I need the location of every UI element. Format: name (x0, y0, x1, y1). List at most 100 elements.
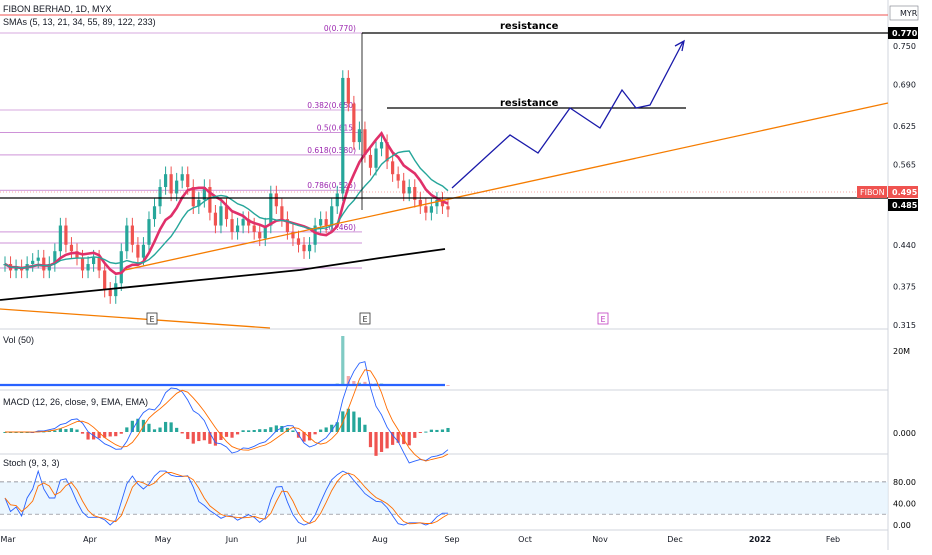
candle-body (391, 161, 395, 175)
macd-histogram-bar (313, 432, 317, 435)
stoch-legend: Stoch (9, 3, 3) (3, 458, 60, 468)
macd-histogram-bar (20, 432, 24, 433)
volume-legend: Vol (50) (3, 335, 35, 345)
candle-body (80, 257, 85, 271)
macd-histogram-bar (103, 432, 107, 438)
fib-label: 0.618(0.580) (307, 146, 356, 155)
macd-histogram-bar (14, 432, 18, 433)
candle-body (31, 260, 35, 265)
candle-body (186, 174, 190, 188)
candle-body (53, 251, 57, 265)
macd-histogram-bar (319, 429, 323, 432)
candle-body (191, 187, 195, 207)
fib-label: 0.382(0.650) (307, 101, 356, 110)
volume-bar (341, 336, 345, 386)
stoch-axis-tick: 40.00 (893, 499, 916, 508)
macd-histogram-bar (230, 432, 234, 438)
candle-body (42, 257, 46, 271)
macd-histogram-bar (241, 430, 245, 432)
uptrend-line (124, 102, 889, 271)
candle-body (346, 77, 350, 104)
macd-histogram-bar (396, 432, 400, 443)
fib-label: 0.786(0.525) (307, 181, 356, 190)
macd-histogram-bar (258, 429, 262, 432)
candle-body (413, 187, 417, 200)
time-axis-tick: Mar (0, 535, 16, 544)
time-axis-tick: Oct (518, 535, 532, 544)
candle-body (313, 225, 317, 245)
candle-body (258, 231, 262, 239)
price-axis-tick: 0.440 (893, 241, 916, 250)
macd-histogram-bar (80, 432, 85, 434)
macd-histogram-bar (235, 432, 240, 435)
candle-body (335, 193, 339, 207)
candle-body (92, 257, 96, 265)
volume-bar (346, 376, 350, 386)
candle-body (97, 257, 101, 271)
candle-body (103, 270, 107, 290)
macd-histogram-bar (352, 411, 356, 432)
resistance-label-mid: resistance (500, 98, 559, 109)
price-axis-tick: 0.625 (893, 122, 916, 131)
candle-body (14, 267, 18, 271)
candle-body (274, 193, 278, 207)
candle-body (36, 257, 40, 261)
time-axis-tick: Jun (225, 535, 239, 544)
candle-body (285, 219, 290, 232)
projection-path (451, 41, 684, 189)
time-axis-tick: Jul (296, 535, 307, 544)
earnings-label: E (149, 315, 154, 324)
macd-histogram-bar (108, 432, 112, 437)
macd-histogram-bar (407, 432, 411, 446)
macd-histogram-bar (368, 432, 373, 448)
candle-body (86, 264, 90, 271)
candle-body (296, 238, 301, 245)
macd-histogram-bar (169, 422, 173, 432)
macd-line (5, 361, 449, 464)
candle-body (307, 244, 312, 252)
macd-histogram-bar (202, 432, 206, 441)
chart-title: FIBON BERHAD, 1D, MYX (3, 4, 112, 14)
macd-histogram-bar (374, 432, 378, 456)
currency-label: MYR (900, 9, 918, 18)
macd-histogram-bar (402, 432, 406, 445)
macd-histogram-bar (75, 429, 79, 432)
macd-histogram-bar (8, 432, 13, 433)
macd-histogram-bar (224, 432, 229, 437)
earnings-label: E (362, 315, 367, 324)
candle-body (136, 244, 140, 258)
macd-histogram-bar (330, 424, 334, 432)
sma-fast-line (4, 131, 449, 276)
time-axis-tick: Aug (372, 535, 388, 544)
time-axis-tick: May (155, 535, 172, 544)
candle-body (69, 244, 74, 252)
candle-body (114, 283, 118, 297)
candle-body (247, 219, 251, 226)
top-price-badge-bg (888, 27, 918, 39)
candle-body (47, 264, 51, 271)
time-axis-tick: Feb (826, 535, 840, 544)
macd-histogram-bar (25, 432, 29, 433)
volume-bar (352, 381, 356, 386)
macd-legend: MACD (12, 26, close, 9, EMA, EMA) (3, 397, 149, 407)
earnings-marker (359, 312, 371, 325)
volume-bar (446, 385, 450, 386)
candle-body (330, 206, 334, 226)
macd-histogram-bar (424, 431, 428, 433)
macd-histogram-bar (163, 421, 168, 432)
candle-body (302, 244, 306, 252)
candle-body (352, 103, 356, 143)
macd-histogram-bar (280, 425, 284, 432)
candle-body (429, 206, 433, 213)
macd-histogram-bar (263, 429, 267, 432)
candle-body (152, 206, 157, 220)
candle-body (396, 174, 400, 181)
price-axis-tick: 0.565 (893, 161, 916, 170)
candle-body (224, 206, 229, 220)
stoch-axis-tick: 80.00 (893, 478, 916, 487)
time-axis-tick: Sep (444, 535, 459, 544)
candle-body (158, 187, 162, 207)
macd-histogram-bar (302, 432, 306, 442)
candle-body (147, 219, 151, 245)
